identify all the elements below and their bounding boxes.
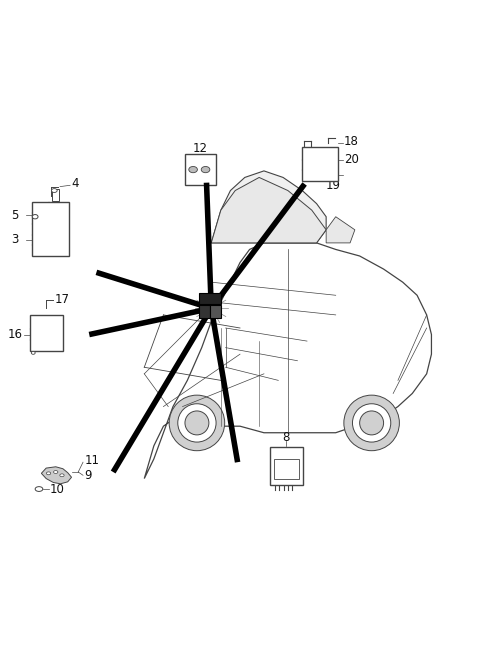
Polygon shape bbox=[211, 171, 326, 243]
Polygon shape bbox=[144, 243, 432, 479]
Text: 12: 12 bbox=[193, 142, 208, 155]
Ellipse shape bbox=[169, 395, 225, 451]
Text: 18: 18 bbox=[344, 135, 359, 148]
Bar bbox=[199, 305, 210, 318]
Bar bbox=[270, 447, 303, 485]
Text: 11: 11 bbox=[84, 455, 99, 467]
Ellipse shape bbox=[35, 487, 43, 491]
Polygon shape bbox=[211, 177, 326, 243]
Ellipse shape bbox=[60, 474, 64, 477]
Bar bbox=[52, 189, 59, 201]
Bar bbox=[302, 147, 338, 180]
Text: 5: 5 bbox=[12, 209, 19, 222]
Text: 16: 16 bbox=[7, 328, 22, 341]
Ellipse shape bbox=[47, 472, 51, 475]
Bar bbox=[185, 154, 216, 185]
Ellipse shape bbox=[185, 411, 209, 435]
Polygon shape bbox=[326, 216, 355, 243]
Ellipse shape bbox=[189, 167, 197, 173]
Text: 10: 10 bbox=[50, 483, 65, 495]
Ellipse shape bbox=[344, 395, 399, 451]
Bar bbox=[30, 315, 63, 351]
Bar bbox=[199, 293, 221, 304]
Ellipse shape bbox=[178, 403, 216, 442]
Text: 19: 19 bbox=[326, 179, 341, 192]
Ellipse shape bbox=[31, 352, 35, 354]
Text: 17: 17 bbox=[55, 293, 70, 306]
Text: 4: 4 bbox=[72, 178, 79, 190]
Bar bbox=[210, 305, 221, 318]
Bar bbox=[274, 459, 300, 479]
Ellipse shape bbox=[54, 470, 58, 474]
Bar bbox=[32, 202, 69, 256]
Text: 9: 9 bbox=[84, 470, 92, 482]
Polygon shape bbox=[41, 467, 72, 483]
Ellipse shape bbox=[32, 215, 38, 219]
Text: 20: 20 bbox=[344, 153, 359, 165]
Ellipse shape bbox=[201, 167, 210, 173]
Text: 3: 3 bbox=[12, 233, 19, 246]
Text: 8: 8 bbox=[283, 432, 290, 445]
Ellipse shape bbox=[51, 189, 57, 192]
Ellipse shape bbox=[360, 411, 384, 435]
Ellipse shape bbox=[352, 403, 391, 442]
